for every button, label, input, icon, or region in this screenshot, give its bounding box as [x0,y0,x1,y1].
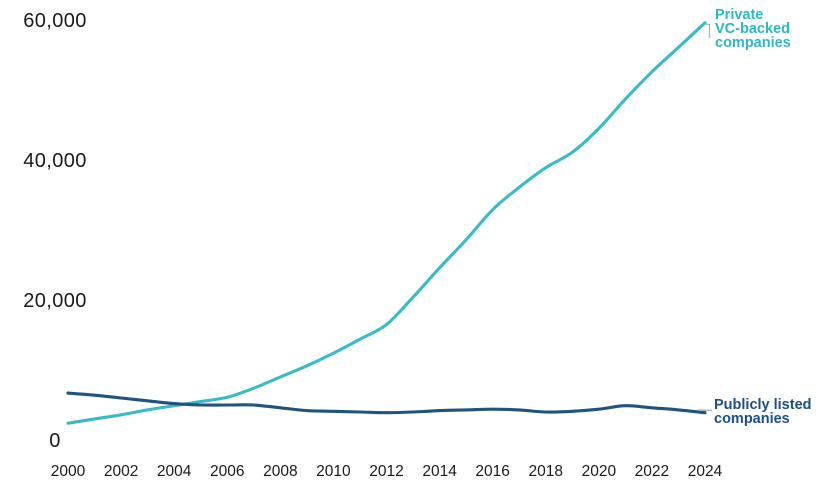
series-line-publicly-listed-companies [66,391,707,415]
series-label-publicly-listed: Publicly listed companies [714,397,812,427]
x-axis-tick-label: 2010 [316,463,351,480]
x-axis-tick-label: 2000 [51,463,86,480]
y-axis-tick-label: 40,000 [23,150,87,172]
x-axis-tick-label: 2018 [529,463,563,480]
y-axis-tick-label: 20,000 [23,290,87,312]
x-axis-tick-label: 2024 [688,463,723,480]
series-line-private-vc-backed-companies [66,21,707,425]
x-axis-tick-label: 2004 [157,463,192,480]
x-axis-tick-label: 2016 [475,463,509,480]
leader-tick-public [697,409,713,412]
x-axis-tick-label: 2012 [369,463,403,480]
y-axis-tick-label: 0 [49,430,61,452]
leader-tick-private [705,23,711,38]
x-axis-tick-label: 2020 [582,463,617,480]
x-axis-tick-label: 2022 [635,463,669,480]
series-label-private-vc-backed: Private VC-backed companies [715,7,791,51]
x-axis-tick-label: 2006 [210,463,244,480]
x-axis-tick-label: 2014 [422,463,457,480]
x-axis-tick-label: 2002 [104,463,138,480]
x-axis-tick-label: 2008 [263,463,297,480]
y-axis-tick-label: 60,000 [23,10,87,32]
